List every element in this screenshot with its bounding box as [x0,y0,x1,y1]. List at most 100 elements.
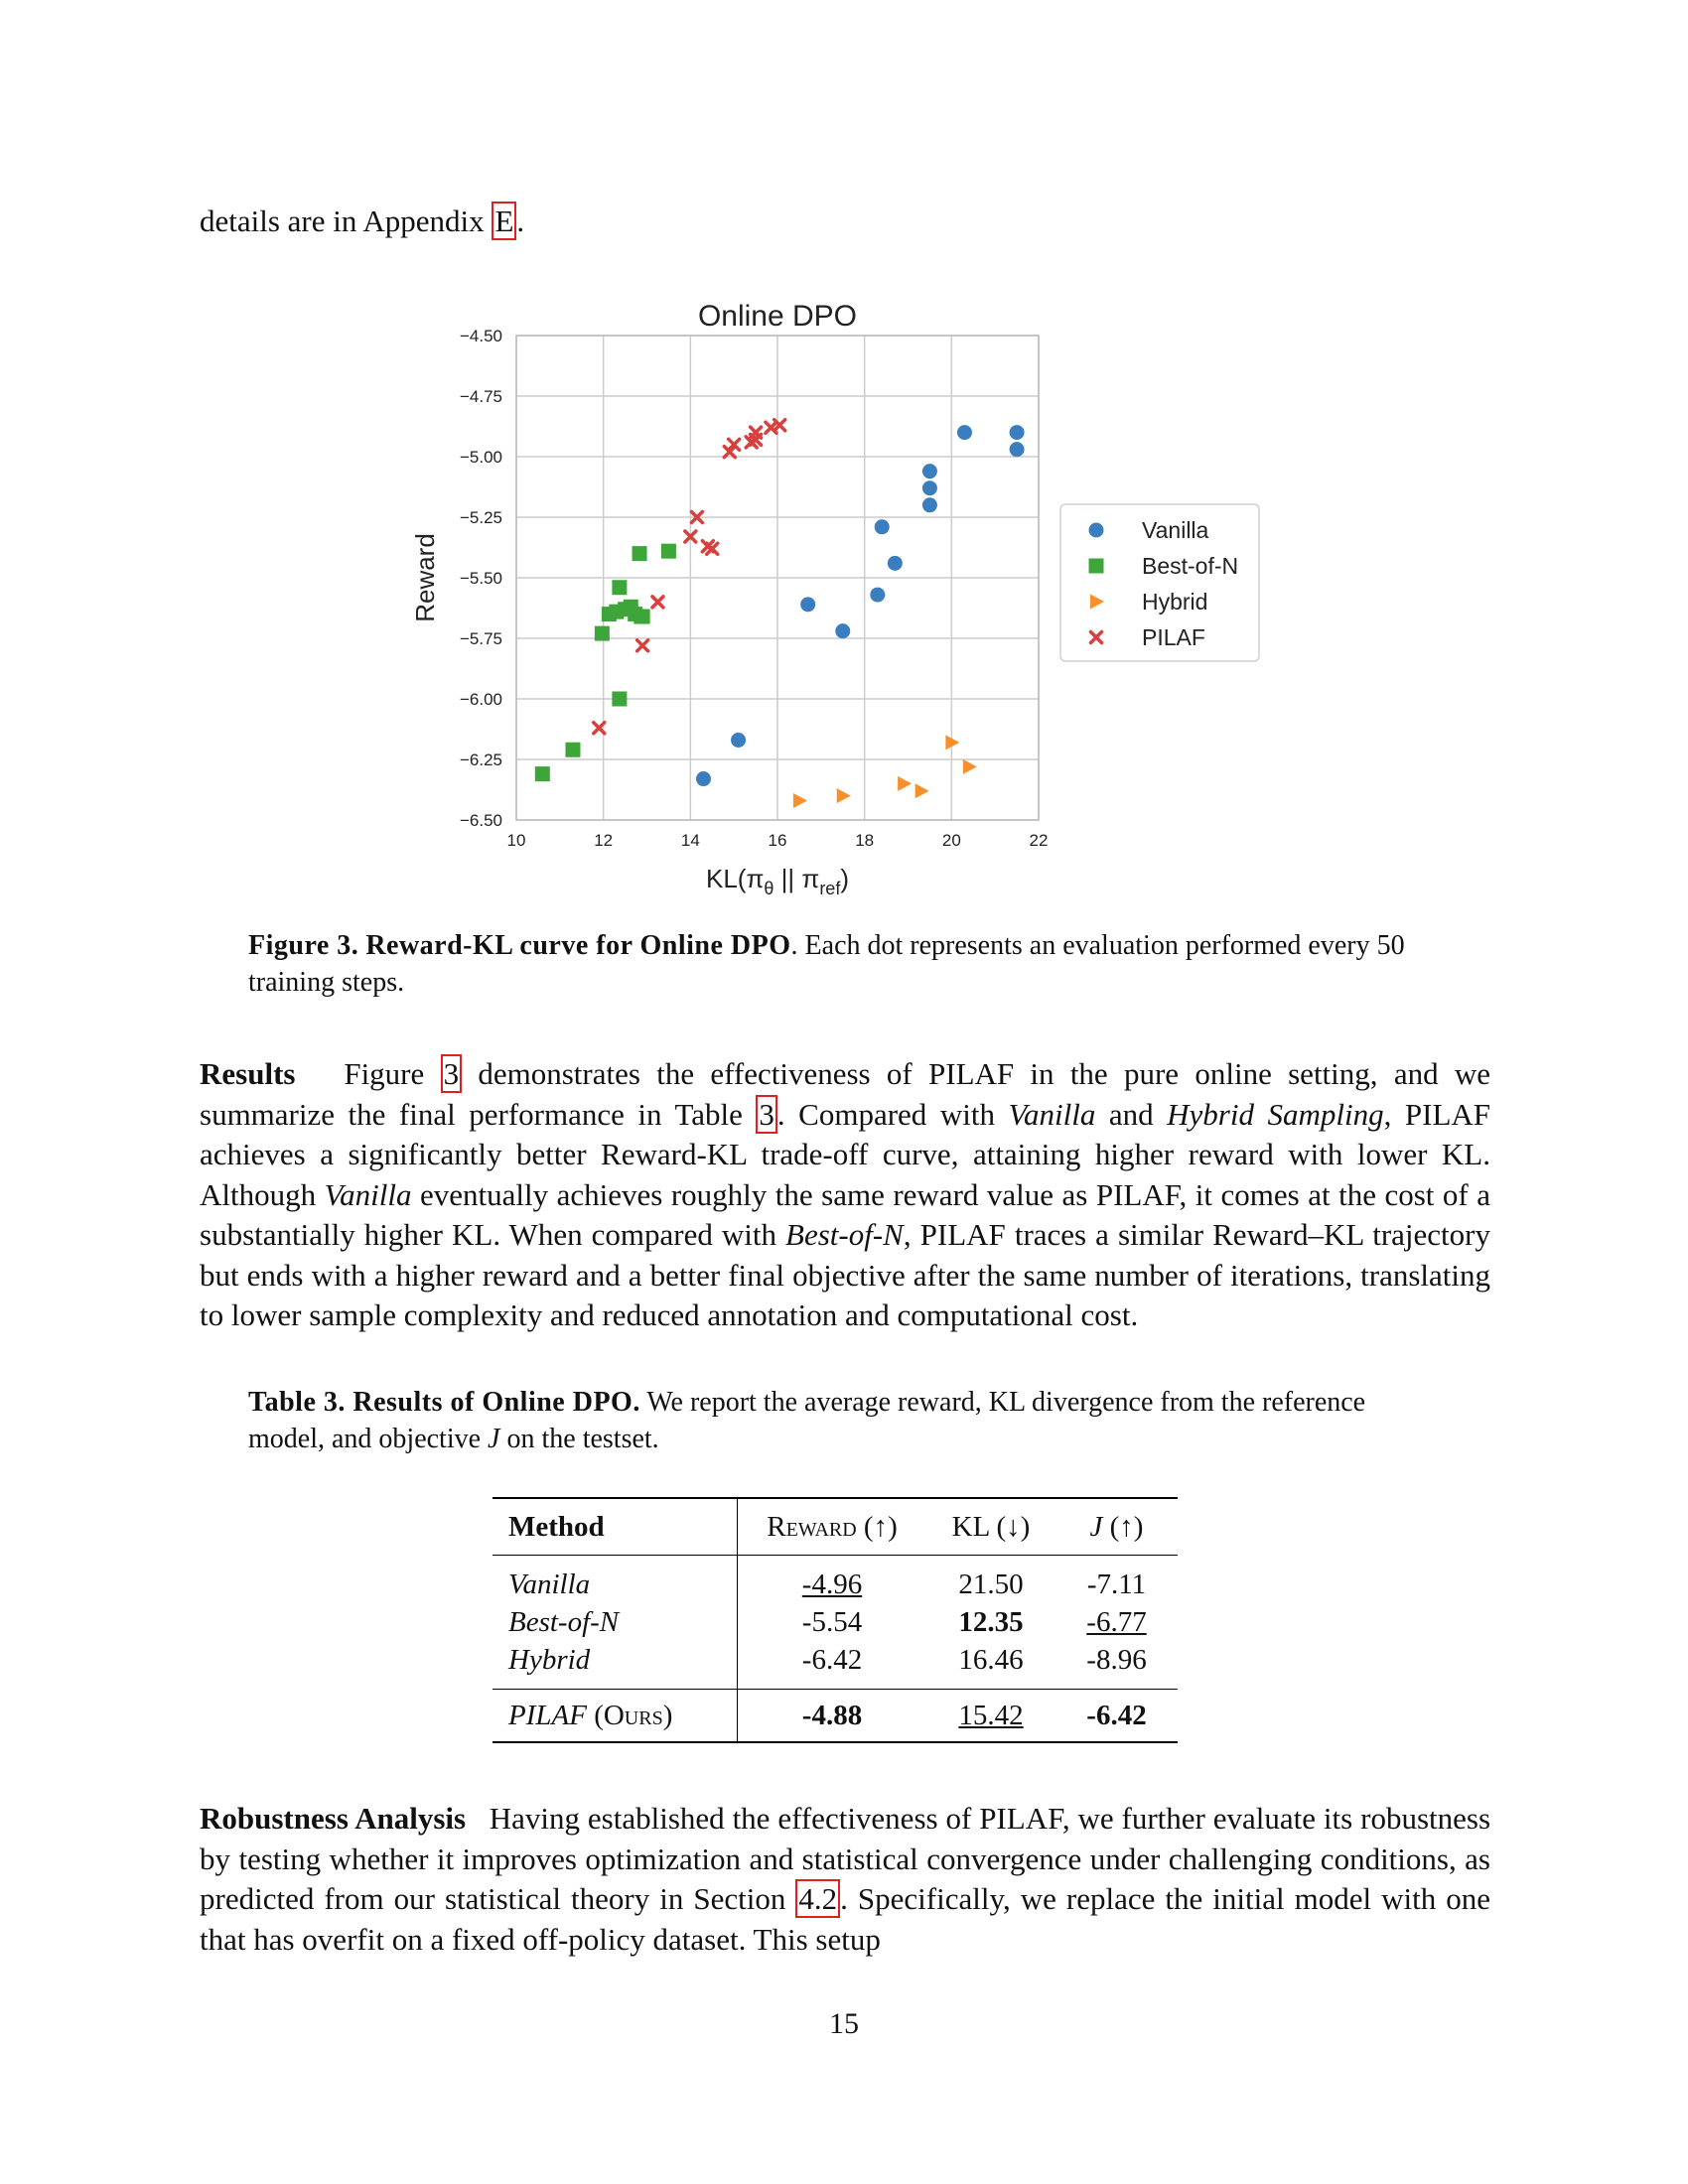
pilaf-point [689,509,705,525]
row-kl: 21.50 [958,1568,1024,1600]
best-of-n-italic: Best-of-N [785,1217,904,1252]
legend-label-best-of-n: Best-of-N [1142,553,1238,579]
pilaf-point [592,721,607,736]
results-text-2: demonstrates the effectiveness of PILAF … [200,1056,1491,1132]
row-method: PILAF (Ours) [492,1689,738,1742]
row-j: -8.96 [1086,1643,1147,1676]
pilaf-point [726,437,742,453]
legend-marker-hybrid [1090,594,1104,610]
y-tick-label: −4.50 [460,327,502,345]
ours-suffix: (Ours) [594,1699,673,1731]
row-reward: -5.54 [801,1605,863,1638]
pilaf-point [722,444,738,460]
row-kl: 16.46 [958,1643,1024,1676]
y-tick-label: −4.75 [460,387,502,406]
x-tick-label: 20 [942,831,961,850]
intro-end: . [516,204,525,238]
pilaf-point [634,638,650,653]
best-of-n-point [565,742,581,757]
method-pilaf: PILAF [508,1699,587,1731]
vanilla-point [874,519,890,535]
figure-3-link[interactable]: 3 [440,1054,463,1093]
legend-label-pilaf: PILAF [1142,624,1205,650]
j-second: -6.77 [1086,1605,1147,1638]
pilaf-point [650,595,665,610]
header-method: Method [492,1498,738,1556]
plot-frame [515,335,1040,821]
y-tick-label: −5.00 [460,448,502,467]
row-reward: -6.42 [801,1643,863,1676]
x-tick-label: 10 [507,831,526,850]
vanilla-point [1009,425,1025,441]
legend-label-hybrid: Hybrid [1142,589,1207,614]
kl-best: 12.35 [958,1605,1024,1638]
row-kl: 12.35 [926,1603,1055,1641]
y-axis-label: Reward [410,533,440,622]
vanilla-point [835,623,851,639]
figure-caption-text: . Each dot represents an evaluation perf… [248,930,1405,998]
hybrid-point [945,735,960,751]
legend-box [1059,503,1260,662]
header-j-arrow: (↑) [1102,1510,1144,1543]
header-j-symbol: J [1089,1510,1103,1543]
j-ours: -6.42 [1086,1699,1147,1731]
y-tick-label: −6.50 [460,811,502,830]
best-of-n-point [612,691,628,707]
vanilla-point [731,732,747,748]
figure-title: Reward-KL curve for Online DPO [365,930,791,961]
vanilla-point [800,597,816,613]
row-reward: -4.96 [738,1556,927,1604]
results-text-6: eventually achieves roughly the same rew… [200,1176,1490,1253]
row-j: -6.42 [1055,1690,1178,1743]
vanilla-point [695,771,711,787]
vanilla-point [1009,442,1025,458]
kl-ours: 15.42 [958,1699,1024,1731]
results-text-3: . Compared with [776,1096,1009,1132]
figure-caption: Figure 3. Reward-KL curve for Online DPO… [248,927,1440,1001]
pilaf-point [705,541,720,556]
table-header-row: Method Reward (↑) KL (↓) J (↑) [492,1498,1178,1556]
row-j: -6.77 [1055,1603,1178,1641]
hybrid-point [962,758,977,774]
table-caption-label: Table 3. Results of Online DPO. [248,1387,640,1418]
y-tick-label: −6.00 [460,690,502,709]
method-vanilla: Vanilla [508,1568,591,1600]
results-text-4: and [1095,1096,1168,1132]
reward-ours: -4.88 [801,1699,863,1731]
vanilla-point [887,555,903,571]
pilaf-point [683,529,698,544]
robustness-heading: Robustness Analysis [200,1801,467,1836]
best-of-n-point [534,766,550,782]
appendix-e-link[interactable]: E [492,202,517,240]
table-caption-text-1: We report the average reward, KL diverge… [248,1387,1366,1454]
legend-marker-vanilla [1088,522,1104,538]
hybrid-point [898,775,913,791]
table-row-ours: PILAF (Ours) -4.88 15.42 -6.42 [492,1689,1178,1743]
header-kl: KL (↓) [951,1510,1031,1543]
best-of-n-point [612,580,628,596]
intro-line: details are in Appendix E. [200,202,1490,242]
x-tick-label: 16 [769,831,787,850]
y-tick-label: −6.25 [460,751,502,769]
results-heading: Results [200,1056,296,1091]
best-of-n-point [634,609,650,624]
table-3-link[interactable]: 3 [756,1094,777,1134]
vanilla-point [921,480,937,496]
x-tick-label: 12 [594,831,613,850]
best-of-n-point [660,543,676,559]
section-4-2-link[interactable]: 4.2 [795,1879,841,1918]
x-axis-label-part: ) [840,864,849,893]
reward-vanilla: -4.96 [801,1568,863,1600]
results-text-1: Figure [344,1056,441,1091]
chart-svg: 10 12 14 16 18 20 22 −4.50 −4.75 −5.00 −5.25 −5.50 −… [410,300,1260,898]
y-tick-label: −5.75 [460,629,502,648]
y-tick-label: −5.25 [460,508,502,527]
best-of-n-point [632,546,647,562]
table-row: Best-of-N -5.54 12.35 -6.77 [492,1603,1178,1641]
row-method: Best-of-N [492,1603,738,1641]
pilaf-point [772,418,787,433]
robustness-text-2: . Specifically, we replace the initial m… [200,1881,1490,1957]
x-axis-label-part: KL(π [706,864,764,893]
robustness-text-1: Having established the effectiveness of … [200,1801,1491,1916]
header-j: J (↑) [1055,1498,1178,1556]
